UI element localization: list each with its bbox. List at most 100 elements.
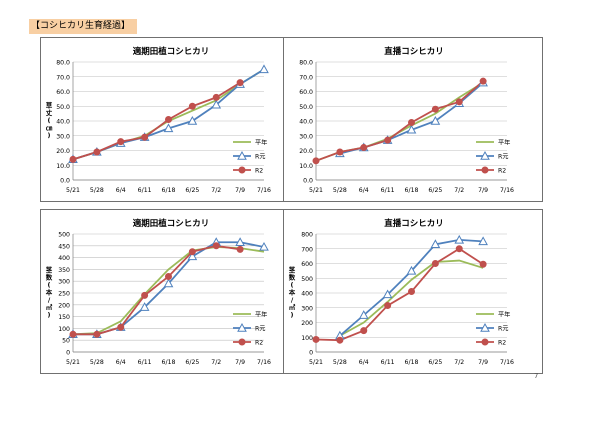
data-point (336, 148, 344, 156)
y-tick-label: 20.0 (299, 148, 313, 155)
x-tick-label: 7/2 (454, 359, 464, 366)
data-point (384, 136, 392, 144)
data-point (358, 310, 369, 319)
legend-label: R2 (255, 340, 263, 347)
x-tick-label: 5/28 (90, 359, 104, 366)
x-tick-label: 7/2 (211, 187, 221, 194)
data-point (212, 93, 220, 101)
y-tick-label: 0.0 (303, 178, 313, 185)
chart-panel-plant-height-direct-seeding: 直播コシヒカリ 0.0 10.0 20.0 30.0 40.0 50.0 60.0 70.0 80… (283, 37, 543, 202)
chart-title: 適期田植コシヒカリ (133, 218, 210, 229)
chart-panel-tiller-count-direct-seeding: 直播コシヒカリ 0 100 200 300 400 500 600 700 800 5/21 5/28… (283, 209, 543, 374)
y-tick-label: 60.0 (56, 89, 70, 96)
y-axis-label-char: 数 (289, 272, 296, 281)
data-point (163, 123, 174, 133)
y-tick-label: 80.0 (56, 60, 70, 67)
x-tick-label: 6/18 (405, 187, 419, 194)
legend-label: R2 (498, 340, 506, 347)
data-point (93, 148, 101, 156)
y-tick-label: 200 (58, 302, 70, 309)
y-axis-label-char: ㎝ (46, 124, 53, 132)
data-point (212, 242, 220, 250)
y-axis-label-char: ( (48, 116, 51, 124)
y-tick-label: 200 (301, 320, 313, 327)
chart-panel-tiller-count-transplant: 適期田植コシヒカリ 0 50 100 150 200 250 300 350 400 450 500 5… (40, 209, 300, 374)
y-tick-label: 300 (301, 305, 313, 312)
y-tick-label: 40.0 (56, 119, 70, 126)
data-point (165, 272, 172, 280)
data-point (188, 248, 196, 256)
x-tick-label: 7/9 (235, 187, 245, 194)
data-point (237, 150, 247, 160)
y-tick-label: 50 (62, 338, 70, 345)
series-line (73, 241, 265, 336)
y-axis-label-char: ㎡ (289, 302, 296, 311)
data-point (406, 124, 417, 134)
legend-label: 平年 (498, 139, 510, 147)
x-tick-label: 6/11 (381, 187, 395, 194)
y-axis-label-char: ) (48, 311, 51, 319)
x-tick-label: 6/4 (116, 187, 126, 194)
series-line (72, 81, 241, 161)
y-tick-label: 50.0 (56, 104, 70, 111)
y-axis-label-char: 本 (46, 287, 53, 296)
x-tick-label: 7/2 (454, 187, 464, 194)
x-tick-label: 7/9 (478, 359, 488, 366)
page-number: 7 (534, 372, 539, 380)
data-point (187, 251, 198, 261)
x-tick-label: 5/21 (309, 359, 323, 366)
y-tick-label: 60.0 (299, 89, 313, 96)
series-line (72, 68, 265, 161)
data-point (69, 155, 77, 163)
y-tick-label: 250 (58, 291, 70, 298)
legend-label: R元 (498, 326, 509, 333)
y-axis-label-char: ) (291, 311, 294, 319)
x-tick-label: 7/9 (235, 359, 245, 366)
x-tick-label: 5/21 (66, 187, 80, 194)
y-tick-label: 10.0 (56, 163, 70, 170)
chart-title: 適期田植コシヒカリ (133, 46, 210, 57)
y-tick-label: 80.0 (299, 60, 313, 67)
data-point (479, 260, 487, 268)
data-point (117, 323, 125, 331)
y-tick-label: 100 (58, 326, 70, 333)
x-tick-label: 5/28 (90, 187, 104, 194)
series-line (73, 244, 241, 336)
chart-title: 直播コシヒカリ (384, 46, 444, 57)
data-point (139, 302, 150, 311)
data-point (141, 133, 149, 141)
legend-label: 平年 (498, 311, 510, 319)
data-point (237, 322, 247, 332)
data-point (259, 64, 269, 74)
y-axis-label-char: 茎 (289, 265, 296, 274)
y-axis-label-char: ( (48, 281, 51, 289)
x-tick-label: 6/11 (381, 359, 395, 366)
data-point (235, 237, 245, 246)
y-tick-label: 0.0 (60, 178, 70, 185)
y-axis-label-char: / (291, 296, 294, 304)
legend-label: R元 (255, 326, 266, 333)
data-point (480, 150, 490, 160)
chart-svg: 適期田植コシヒカリ 0 50 100 150 200 250 300 350 400 450 500 5… (46, 218, 271, 366)
y-axis-label: 茎数(本/㎡) (289, 265, 296, 319)
y-tick-label: 450 (58, 243, 70, 250)
series-line (72, 68, 265, 161)
x-tick-label: 6/25 (185, 359, 199, 366)
data-point (481, 338, 489, 346)
data-point (69, 330, 77, 338)
x-tick-label: 6/4 (116, 359, 126, 366)
y-axis-label-char: 数 (46, 272, 53, 281)
data-point (455, 98, 463, 106)
chart-title: 直播コシヒカリ (384, 218, 444, 229)
chart-svg: 直播コシヒカリ 0.0 10.0 20.0 30.0 40.0 50.0 60.0 70.0 80… (299, 46, 514, 194)
y-axis-label-char: 丈 (46, 108, 53, 117)
x-tick-label: 6/25 (185, 187, 199, 194)
data-point (430, 239, 441, 249)
x-tick-label: 6/25 (428, 359, 442, 366)
data-point (93, 330, 101, 338)
legend-label: R2 (498, 168, 506, 175)
x-tick-label: 7/16 (500, 187, 514, 194)
chart-svg: 適期田植コシヒカリ 0.0 10.0 20.0 30.0 40.0 50.0 60.0 70.0… (46, 46, 271, 194)
series-line (339, 259, 484, 337)
y-tick-label: 400 (58, 255, 70, 262)
